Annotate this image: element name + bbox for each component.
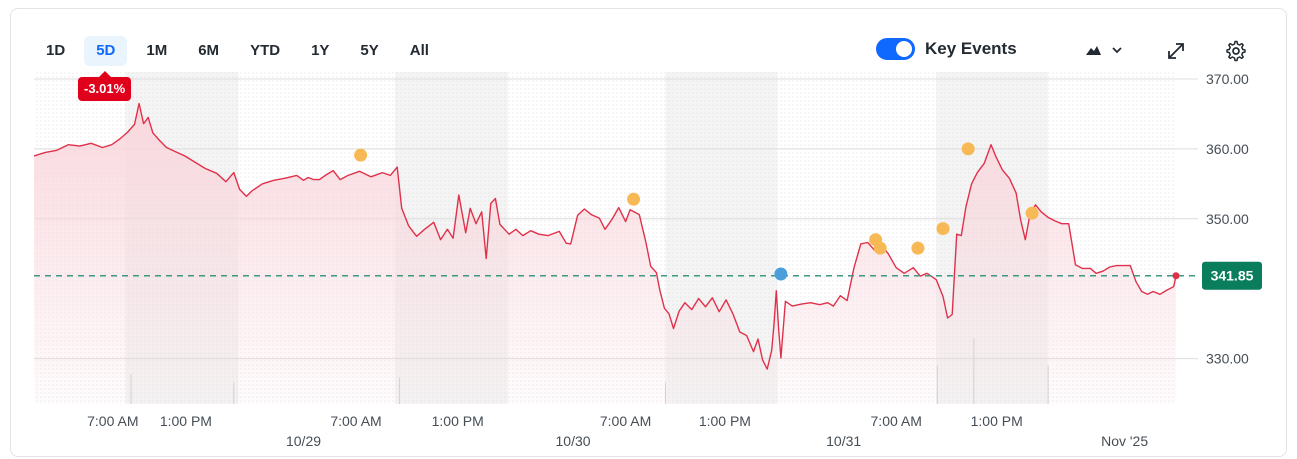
change-badge: -3.01%	[78, 71, 132, 101]
y-tick-label: 350.00	[1206, 211, 1249, 227]
x-tick-label: 1:00 PM	[699, 413, 751, 429]
range-tab-1d[interactable]: 1D	[46, 42, 66, 59]
key-events-toggle-group: Key Events	[876, 38, 1017, 60]
x-tick-label: 7:00 AM	[330, 413, 381, 429]
price-line	[33, 102, 1177, 370]
y-tick-label: 370.00	[1206, 71, 1249, 87]
range-tab-1m[interactable]: 1M	[146, 42, 168, 59]
range-tab-5y[interactable]: 5Y	[360, 42, 379, 59]
date-label: Nov '25	[1101, 433, 1148, 449]
gear-icon	[1226, 40, 1246, 62]
range-tab-all[interactable]: All	[409, 42, 429, 59]
date-label: 10/30	[556, 433, 591, 449]
price-area	[34, 103, 1176, 404]
event-marker-6	[936, 222, 950, 236]
last-price-dot	[1172, 272, 1180, 280]
event-marker-0	[354, 148, 368, 162]
range-tabs: 1D 5D 1M 6M YTD 1Y 5Y All	[34, 36, 448, 66]
y-tick-label: 330.00	[1206, 351, 1249, 367]
range-tab-6m[interactable]: 6M	[198, 42, 220, 59]
last-price-tag	[1202, 261, 1262, 290]
x-tick-label: 1:00 PM	[160, 413, 212, 429]
event-marker-2	[774, 267, 788, 281]
date-label: 10/29	[286, 433, 321, 449]
range-tab-ytd[interactable]: YTD	[250, 42, 281, 59]
y-tick-label: 360.00	[1206, 141, 1249, 157]
date-label: 10/31	[826, 433, 861, 449]
expand-button[interactable]	[1165, 40, 1187, 67]
toggle-knob	[896, 41, 912, 57]
x-tick-label: 1:00 PM	[971, 413, 1023, 429]
last-price-label: 341.85	[1211, 268, 1254, 284]
x-tick-label: 7:00 AM	[871, 413, 922, 429]
key-events-label: Key Events	[925, 39, 1017, 58]
x-tick-label: 1:00 PM	[432, 413, 484, 429]
chart-type-dropdown[interactable]	[1084, 40, 1124, 67]
x-tick-label: 7:00 AM	[600, 413, 651, 429]
event-marker-4	[873, 241, 887, 255]
event-marker-1	[627, 192, 641, 206]
event-marker-8	[1025, 206, 1039, 220]
x-tick-label: 7:00 AM	[87, 413, 138, 429]
settings-button[interactable]	[1225, 40, 1247, 67]
key-events-toggle[interactable]	[876, 38, 915, 60]
event-marker-7	[961, 142, 975, 156]
range-tab-1y[interactable]: 1Y	[311, 42, 330, 59]
expand-icon	[1168, 43, 1184, 59]
range-tab-5d[interactable]: 5D	[84, 36, 128, 66]
mountain-chart-icon	[1086, 46, 1122, 55]
event-marker-5	[911, 241, 925, 255]
